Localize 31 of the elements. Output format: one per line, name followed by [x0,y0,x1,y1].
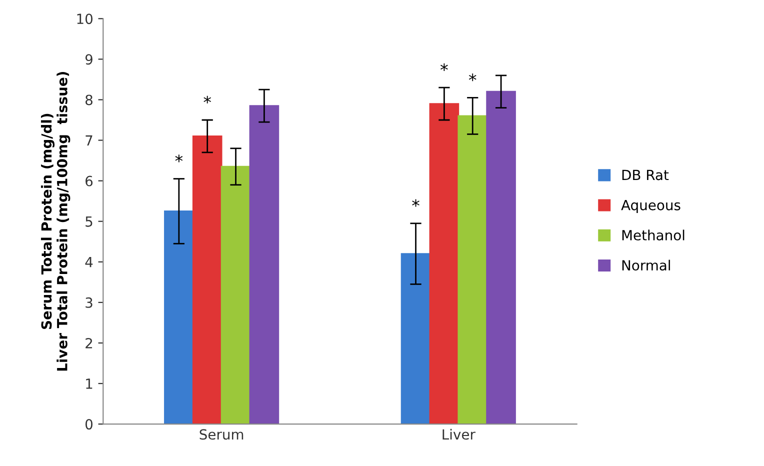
y-tick-label: 10 [77,14,92,24]
bar [429,103,460,424]
data-label: * [468,74,476,82]
x-tick-label: Liver [442,428,476,440]
y-tick-label: 0 [85,419,92,430]
y-tick-label: 4 [85,257,93,268]
data-label: * [440,63,448,71]
x-tick-label: Serum [200,429,244,440]
bar [220,166,251,424]
y-tick-label: 1 [86,378,92,389]
data-label: * [412,199,420,207]
bar [164,210,194,424]
data-label: * [204,96,212,104]
y-tick-label: 3 [86,297,92,308]
y-axis-title: Serum Total Protein (mg/dl) Liver Total Protein (mg/100mg tissue) [40,72,70,371]
y-tick-label: 7 [86,135,92,146]
legend-label: Methanol [622,230,684,240]
bar [400,253,431,424]
y-tick-label: 2 [86,338,92,348]
legend-label: Normal [622,260,670,271]
bar [458,115,488,424]
y-tick-label: 5 [86,216,92,227]
legend-label: Aqueous [621,200,680,214]
y-tick-label: 8 [86,94,92,106]
data-label: * [175,154,183,162]
bar [192,136,222,424]
y-tick-label: 6 [86,176,93,186]
y-tick-label: 9 [85,54,92,65]
legend-label: DB Rat [622,170,669,180]
bar [249,105,280,424]
bar [486,90,516,424]
